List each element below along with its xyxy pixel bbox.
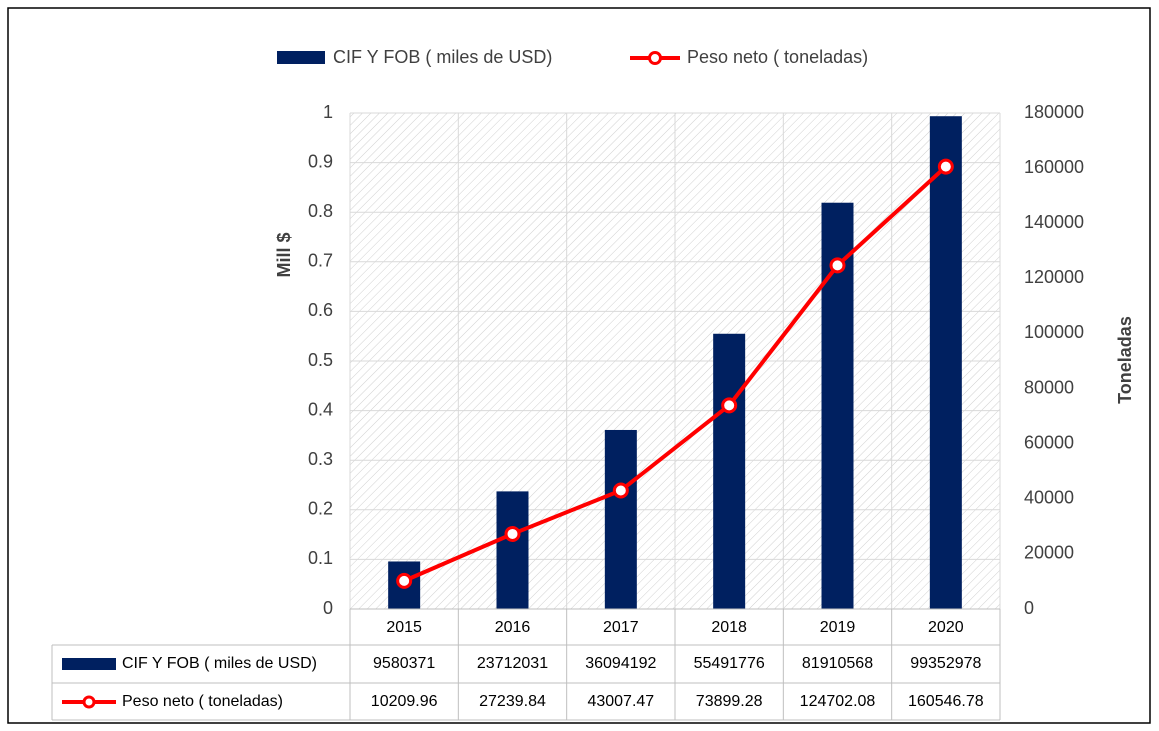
y2-tick-label: 120000 xyxy=(1024,267,1084,287)
y2-axis-title: Toneladas xyxy=(1115,316,1135,404)
y2-tick-label: 20000 xyxy=(1024,543,1074,563)
table-marker-icon xyxy=(82,695,96,709)
y-tick-label: 0.9 xyxy=(308,151,333,171)
y-tick-label: 0.2 xyxy=(308,499,333,519)
bar xyxy=(713,333,746,609)
legend-label: Peso neto ( toneladas) xyxy=(687,47,868,67)
bar xyxy=(496,491,529,609)
line-marker xyxy=(829,257,846,274)
y2-tick-label: 40000 xyxy=(1024,488,1074,508)
table-cell: 99352978 xyxy=(910,655,981,672)
y-tick-label: 0.8 xyxy=(308,201,333,221)
y-tick-label: 0.7 xyxy=(308,251,333,271)
table-cell: 124702.08 xyxy=(800,693,876,710)
y2-tick-label: 160000 xyxy=(1024,157,1084,177)
line-marker xyxy=(396,572,413,589)
line xyxy=(403,165,948,583)
x-tick-label: 2017 xyxy=(603,619,639,636)
table-cell: 9580371 xyxy=(373,655,435,672)
y-tick-label: 0.5 xyxy=(308,350,333,370)
y2-tick-label: 180000 xyxy=(1024,102,1084,122)
y-tick-label: 0.6 xyxy=(308,300,333,320)
y-tick-label: 0.4 xyxy=(308,399,333,419)
y-axis-title: Mill $ xyxy=(274,232,294,277)
table-row-label: Peso neto ( toneladas) xyxy=(122,693,283,710)
y2-tick-label: 140000 xyxy=(1024,212,1084,232)
table-swatch xyxy=(62,658,116,670)
x-tick-label: 2016 xyxy=(495,619,531,636)
legend-label: CIF Y FOB ( miles de USD) xyxy=(333,47,552,67)
table-cell: 10209.96 xyxy=(371,693,438,710)
bar xyxy=(929,116,962,609)
y-tick-label: 0 xyxy=(323,598,333,618)
table-cell: 43007.47 xyxy=(587,693,654,710)
x-tick-label: 2018 xyxy=(711,619,747,636)
table-cell: 23712031 xyxy=(477,655,548,672)
y2-tick-label: 0 xyxy=(1024,598,1034,618)
x-tick-label: 2019 xyxy=(820,619,856,636)
table-cell: 81910568 xyxy=(802,655,873,672)
x-tick-label: 2020 xyxy=(928,619,964,636)
legend-swatch xyxy=(277,51,325,64)
legend-marker xyxy=(648,51,662,65)
y2-tick-label: 100000 xyxy=(1024,322,1084,342)
x-tick-label: 2015 xyxy=(386,619,422,636)
table-cell: 160546.78 xyxy=(908,693,984,710)
line-marker xyxy=(504,525,521,542)
y-tick-label: 1 xyxy=(323,102,333,122)
line-marker xyxy=(612,482,629,499)
table-cell: 27239.84 xyxy=(479,693,546,710)
y2-tick-label: 60000 xyxy=(1024,432,1074,452)
y2-tick-label: 80000 xyxy=(1024,377,1074,397)
table-row-label: CIF Y FOB ( miles de USD) xyxy=(122,655,317,672)
y-tick-label: 0.1 xyxy=(308,548,333,568)
line-marker xyxy=(937,158,954,175)
table-cell: 73899.28 xyxy=(696,693,763,710)
line-marker xyxy=(721,397,738,414)
bar xyxy=(604,429,637,609)
y-tick-label: 0.3 xyxy=(308,449,333,469)
table-cell: 36094192 xyxy=(585,655,656,672)
table-cell: 55491776 xyxy=(694,655,765,672)
